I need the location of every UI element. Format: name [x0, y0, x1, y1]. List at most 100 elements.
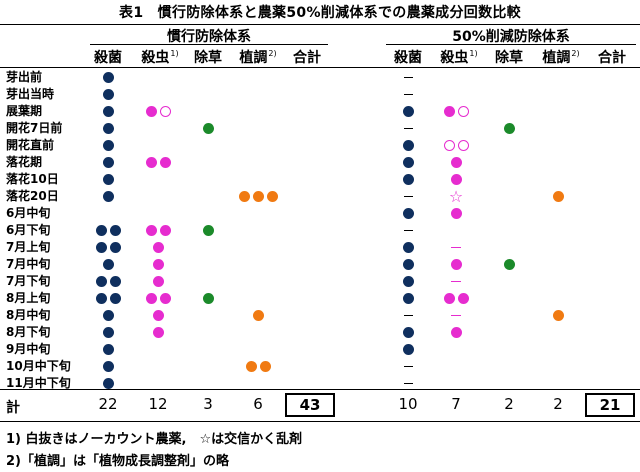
cell-pgr-conv — [235, 154, 281, 171]
navy-dot-icon — [95, 242, 107, 253]
orange-dot-icon — [245, 361, 257, 372]
navy-dot-icon — [102, 72, 114, 83]
magenta-dot-icon — [145, 106, 157, 117]
cell-fungicide-red — [386, 205, 430, 222]
cell-fungicide-conv — [88, 307, 128, 324]
cell-herbicide-conv — [188, 86, 228, 103]
cell-fungicide-conv — [88, 239, 128, 256]
cell-insecticide-red — [433, 341, 479, 358]
cell-fungicide-red — [386, 154, 430, 171]
cell-insecticide-red — [433, 69, 479, 86]
cell-pgr-red — [535, 375, 581, 392]
cell-herbicide-red — [487, 341, 531, 358]
navy-dot-icon — [102, 327, 114, 338]
cell-insecticide-red — [433, 324, 479, 341]
cell-herbicide-conv — [188, 256, 228, 273]
magenta-dot-icon — [145, 225, 157, 236]
cell-insecticide-conv — [135, 256, 181, 273]
cell-fungicide-red — [386, 103, 430, 120]
cell-fungicide-conv — [88, 120, 128, 137]
header-insecticide-red: 殺虫1) — [440, 49, 478, 66]
cell-insecticide-conv — [135, 273, 181, 290]
magenta-dash-icon — [451, 315, 461, 316]
rule-header — [0, 67, 640, 68]
cell-herbicide-red — [487, 239, 531, 256]
row-label: 落花20日 — [6, 189, 59, 203]
cell-herbicide-conv — [188, 154, 228, 171]
cell-fungicide-conv — [88, 324, 128, 341]
dash-icon — [403, 128, 413, 129]
magenta-dot-icon — [450, 327, 462, 338]
cell-pgr-conv — [235, 307, 281, 324]
dash-icon — [403, 94, 413, 95]
navy-dot-icon — [102, 259, 114, 270]
magenta-dot-icon — [457, 293, 469, 304]
total-pgr-red: 2 — [553, 395, 563, 413]
cell-insecticide-red — [433, 358, 479, 375]
cell-insecticide-red — [433, 273, 479, 290]
header-fungicide-conv: 殺菌 — [94, 50, 122, 66]
magenta-dot-icon — [450, 174, 462, 185]
navy-dot-icon — [95, 225, 107, 236]
cell-pgr-red — [535, 120, 581, 137]
row-label: 7月中旬 — [6, 257, 51, 271]
group-reduced-underline — [386, 44, 636, 45]
cell-herbicide-conv — [188, 273, 228, 290]
cell-herbicide-conv — [188, 222, 228, 239]
cell-insecticide-conv — [135, 324, 181, 341]
rule-total — [0, 389, 640, 390]
footnote-1: 1) 白抜きはノーカウント農薬, ☆は交信かく乱剤 — [6, 432, 303, 447]
cell-herbicide-red — [487, 86, 531, 103]
cell-insecticide-red — [433, 137, 479, 154]
cell-pgr-conv — [235, 137, 281, 154]
cell-insecticide-red — [433, 256, 479, 273]
cell-herbicide-conv — [188, 358, 228, 375]
cell-fungicide-red — [386, 222, 430, 239]
magenta-dot-icon — [152, 276, 164, 287]
dash-icon — [403, 366, 413, 367]
navy-dot-icon — [402, 259, 414, 270]
cell-pgr-red — [535, 273, 581, 290]
navy-dot-icon — [102, 191, 114, 202]
row-label: 8月中旬 — [6, 308, 51, 322]
cell-herbicide-conv — [188, 205, 228, 222]
row-label: 10月中下旬 — [6, 359, 71, 373]
footnote-2: 2)「植調」は「植物成長調整剤」の略 — [6, 454, 229, 469]
cell-pgr-conv — [235, 290, 281, 307]
magenta-dot-icon — [450, 259, 462, 270]
cell-pgr-red — [535, 103, 581, 120]
green-dot-icon — [503, 123, 515, 134]
cell-herbicide-conv — [188, 69, 228, 86]
cell-herbicide-red — [487, 358, 531, 375]
row-label: 落花期 — [6, 155, 43, 169]
open-magenta-circle-icon — [159, 106, 171, 117]
green-dot-icon — [503, 259, 515, 270]
total-herbicide-conv: 3 — [203, 395, 213, 413]
green-dot-icon — [202, 293, 214, 304]
green-dot-icon — [202, 123, 214, 134]
orange-dot-icon — [552, 310, 564, 321]
cell-pgr-conv — [235, 188, 281, 205]
cell-fungicide-red — [386, 307, 430, 324]
total-insecticide-conv: 12 — [148, 395, 168, 413]
cell-fungicide-red — [386, 86, 430, 103]
cell-fungicide-conv — [88, 188, 128, 205]
cell-pgr-red — [535, 86, 581, 103]
cell-herbicide-red — [487, 154, 531, 171]
cell-insecticide-red — [433, 103, 479, 120]
magenta-dot-icon — [159, 293, 171, 304]
cell-pgr-conv — [235, 120, 281, 137]
cell-fungicide-conv — [88, 256, 128, 273]
total-fungicide-red: 10 — [398, 395, 418, 413]
cell-pgr-conv — [235, 358, 281, 375]
dash-icon — [403, 196, 413, 197]
cell-insecticide-conv — [135, 222, 181, 239]
cell-herbicide-conv — [188, 307, 228, 324]
row-label: 11月中下旬 — [6, 376, 71, 390]
navy-dot-icon — [102, 174, 114, 185]
navy-dot-icon — [402, 242, 414, 253]
cell-insecticide-red — [433, 120, 479, 137]
navy-dot-icon — [102, 140, 114, 151]
group-reduced: 50%削減防除体系 — [452, 29, 570, 45]
navy-dot-icon — [109, 293, 121, 304]
